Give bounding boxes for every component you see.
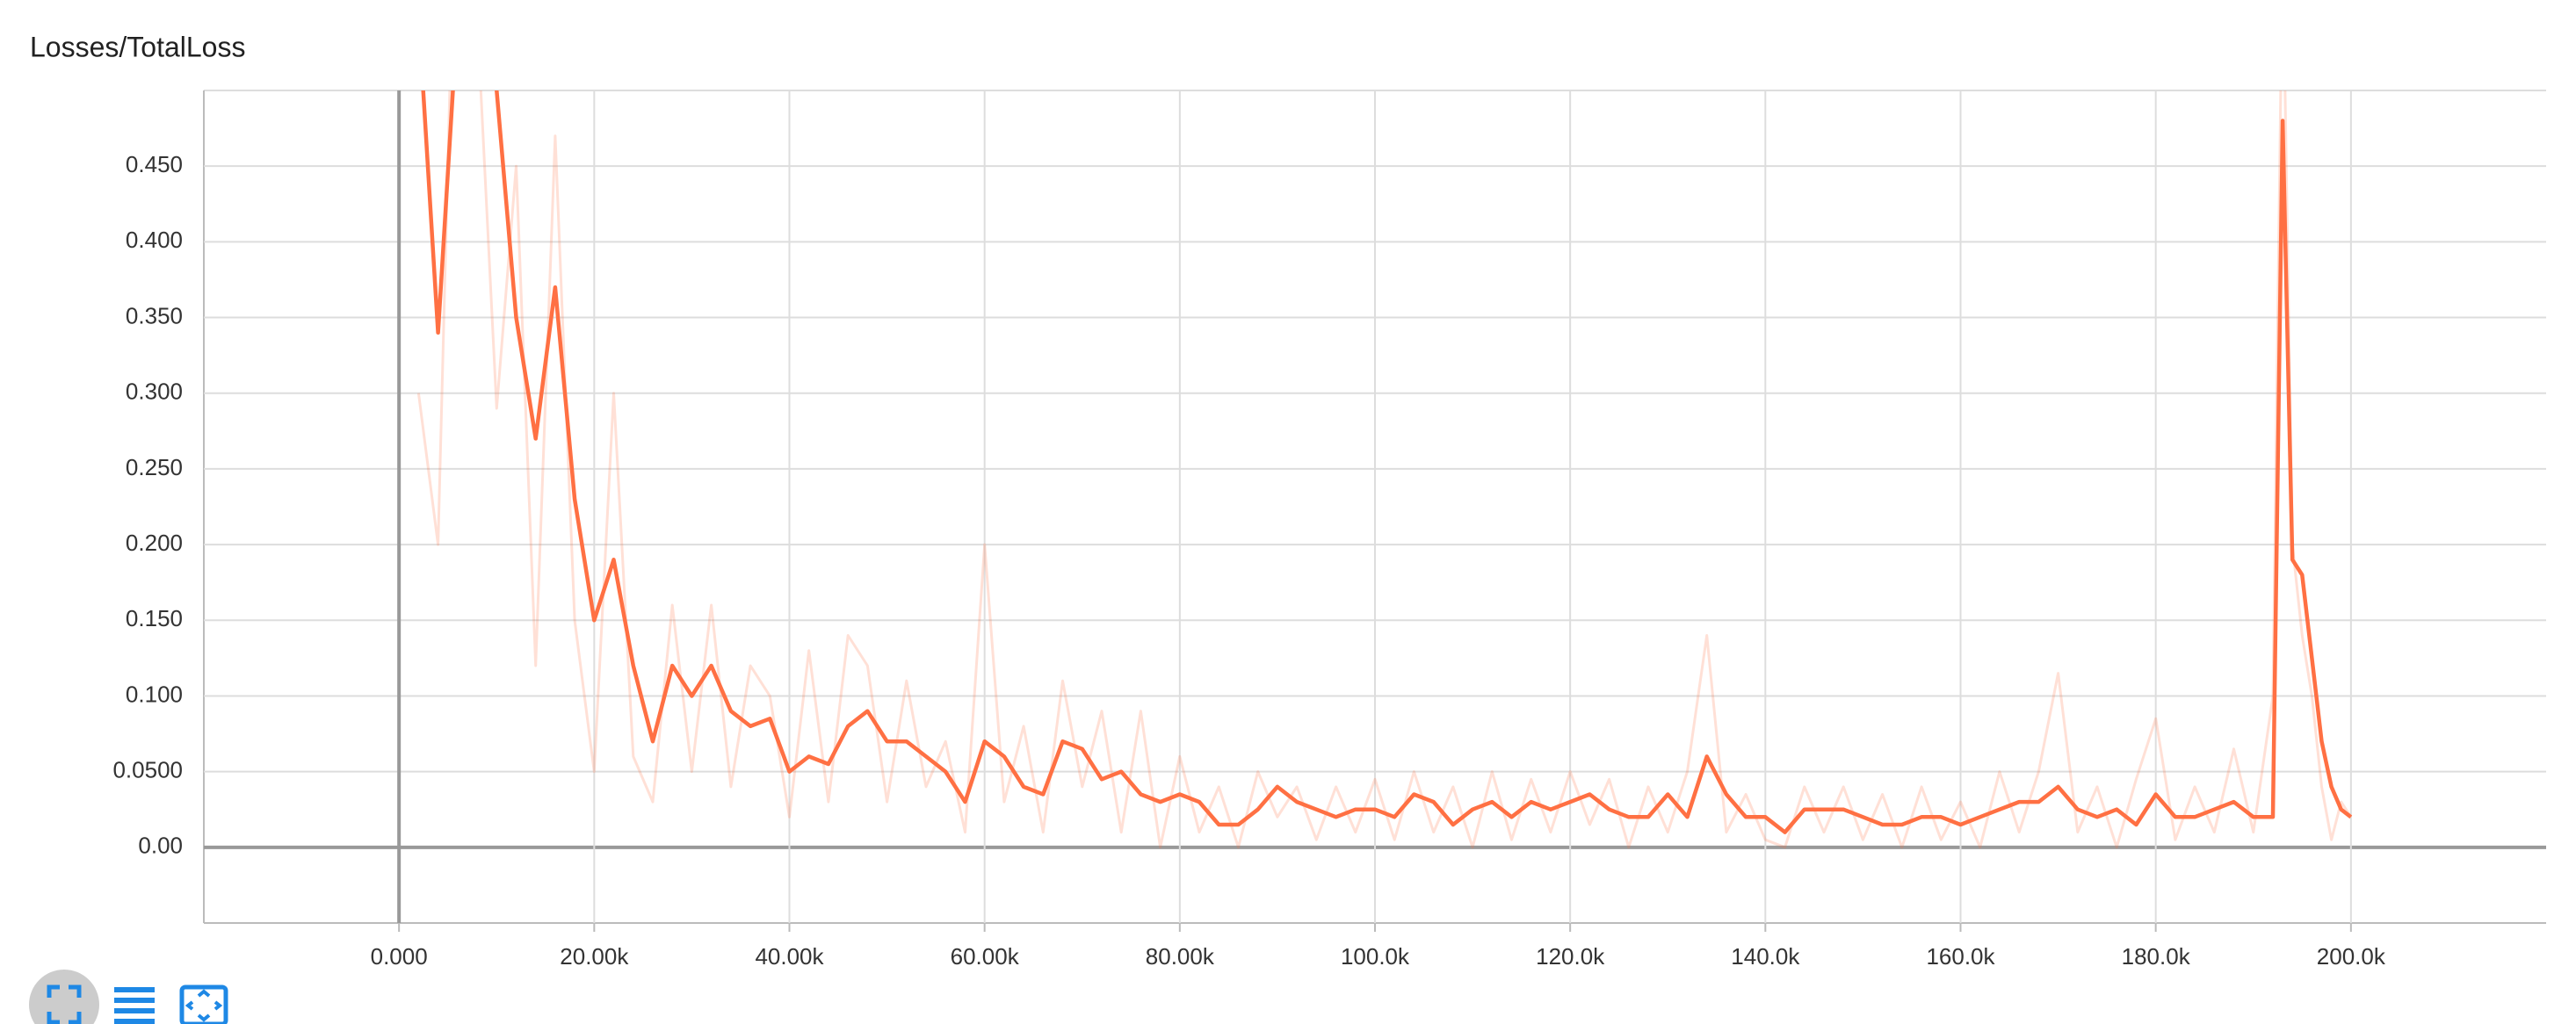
y-tick-label: 0.350 [126, 302, 183, 328]
y-tick-label: 0.250 [126, 454, 183, 480]
toolbar [29, 970, 228, 1024]
x-tick-label: 40.00k [755, 943, 824, 970]
x-tick-label: 0.000 [371, 943, 428, 970]
x-tick-label: 140.0k [1731, 943, 1800, 970]
x-tick-label: 160.0k [1926, 943, 1995, 970]
list-icon[interactable] [114, 987, 155, 1024]
fullscreen-icon[interactable] [47, 984, 82, 1024]
x-tick-label: 60.00k [951, 943, 1020, 970]
fullscreen-button-bg[interactable] [29, 970, 99, 1024]
x-tick-label: 200.0k [2317, 943, 2386, 970]
x-tick-label: 180.0k [2122, 943, 2191, 970]
y-tick-label: 0.0500 [112, 757, 183, 783]
x-tick-label: 100.0k [1341, 943, 1410, 970]
fit-icon[interactable] [179, 984, 228, 1024]
y-tick-label: 0.00 [138, 833, 183, 859]
x-tick-label: 80.00k [1146, 943, 1215, 970]
x-tick-label: 120.0k [1536, 943, 1605, 970]
y-tick-label: 0.400 [126, 227, 183, 253]
plot-lines [416, 90, 2353, 849]
smoothed-line [421, 90, 2353, 834]
y-tick-label: 0.200 [126, 530, 183, 556]
y-tick-label: 0.100 [126, 681, 183, 707]
y-tick-label: 0.300 [126, 379, 183, 405]
chart-title: Losses/TotalLoss [30, 31, 245, 62]
raw-line [416, 90, 2353, 849]
y-tick-label: 0.450 [126, 151, 183, 177]
x-tick-label: 20.00k [560, 943, 629, 970]
y-tick-label: 0.150 [126, 605, 183, 631]
